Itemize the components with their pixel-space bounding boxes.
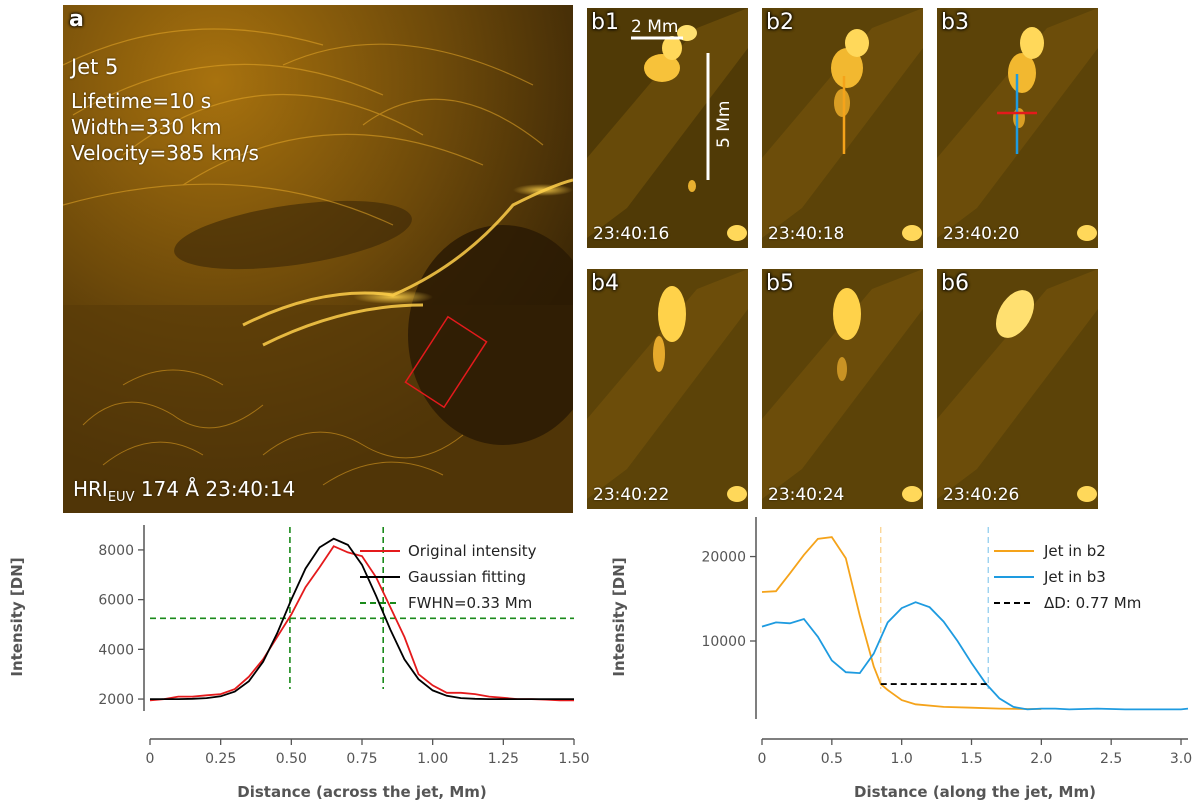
thumb-b5: b5 23:40:24 [762,269,923,509]
thumb-b3-label: b3 [941,10,969,35]
c2-xtick-label: 0.5 [821,751,843,767]
velocity-text: Velocity=385 km/s [71,141,259,165]
c2-xtick-label: 2.5 [1100,751,1122,767]
c1-xtick-label: 0.75 [346,751,377,767]
thumb-b4-image [587,269,748,509]
panel-a-image: a Jet 5 Lifetime=10 s Width=330 km Veloc… [63,5,573,513]
c2-series-0-line [761,536,1042,710]
chart2-y-label: Intensity [DN] [610,557,628,676]
c1-xtick-label: 0.25 [205,751,236,767]
thumb-b1-label: b1 [591,10,619,35]
c1-xtick-label: 1.50 [558,751,589,767]
c2-series-1-line [761,601,1189,711]
region-box [404,315,488,409]
legend-label-b2: Jet in b2 [1043,542,1106,560]
thumb-b3-time: 23:40:20 [943,224,1020,244]
chart-across-jet: 2000 4000 6000 8000 0 0.25 0.50 0.75 1.00 1.25 1.5… [8,525,590,801]
legend-label-original: Original intensity [408,542,537,560]
c2-xtick-label: 1.0 [891,751,913,767]
solar-corona-image [63,5,573,513]
c1-series-0-line [149,545,574,702]
c1-xtick-label: 1.00 [417,751,448,767]
thumb-b5-image [762,269,923,509]
instrument-name: HRI [73,477,108,501]
thumb-b1: 2 Mm 5 Mm b1 23:40:16 [587,8,748,248]
thumb-b4-time: 23:40:22 [593,485,670,505]
thumb-b1-image: 2 Mm 5 Mm [587,8,748,248]
c1-ytick-label: 2000 [98,692,134,708]
thumb-b4-label: b4 [591,271,619,296]
legend-label-delta: ΔD: 0.77 Mm [1044,594,1141,612]
c2-xtick-label: 1.5 [960,751,982,767]
thumb-b2-time: 23:40:18 [768,224,845,244]
c1-ytick-label: 8000 [98,543,134,559]
c1-ytick-label: 6000 [98,593,134,609]
legend-label-b3: Jet in b3 [1043,568,1106,586]
legend-label-fwhm: FWHN=0.33 Mm [408,594,532,612]
lifetime-text: Lifetime=10 s [71,89,212,113]
c1-xtick-label: 0 [146,751,155,767]
thumb-b2-label: b2 [766,10,794,35]
scalebar-vertical-label: 5 Mm [714,101,734,148]
thumb-b2: b2 23:40:18 [762,8,923,248]
c1-series-1-line [150,537,574,701]
thumb-b5-label: b5 [766,271,794,296]
thumb-b3-image [937,8,1098,248]
jet-title: Jet 5 [71,55,119,79]
c1-ytick-label: 4000 [98,642,134,658]
thumb-b6-image [937,269,1098,509]
thumb-b2-image [762,8,923,248]
legend-label-gaussian: Gaussian fitting [408,568,526,586]
c2-ytick-label: 20000 [701,550,746,566]
instrument-caption: HRIEUV 174 Å 23:40:14 [73,477,295,505]
scalebar-horizontal-label: 2 Mm [631,17,678,37]
chart2-x-label: Distance (along the jet, Mm) [854,783,1096,801]
chart2-legend: Jet in b2 Jet in b3 ΔD: 0.77 Mm [994,542,1141,612]
thumb-b6: b6 23:40:26 [937,269,1098,509]
chart-along-jet: 10000 20000 0 0.5 1.0 1.5 2.0 2.5 3.0 Distance (… [610,517,1192,801]
instrument-time: 174 Å 23:40:14 [134,477,296,501]
instrument-subscript: EUV [107,490,135,505]
c2-xtick-label: 3.0 [1170,751,1192,767]
chart1-y-label: Intensity [DN] [8,557,26,676]
panel-a-label: a [69,7,84,32]
thumb-b4: b4 23:40:22 [587,269,748,509]
thumb-b3: b3 23:40:20 [937,8,1098,248]
width-text: Width=330 km [71,115,222,139]
c1-xtick-label: 0.50 [276,751,307,767]
c2-xtick-label: 2.0 [1030,751,1052,767]
chart1-legend: Original intensity Gaussian fitting FWHN… [360,542,537,612]
c2-xtick-label: 0 [758,751,767,767]
thumb-b6-label: b6 [941,271,969,296]
chart1-x-label: Distance (across the jet, Mm) [237,783,487,801]
c1-xtick-label: 1.25 [488,751,519,767]
thumb-b6-time: 23:40:26 [943,485,1020,505]
thumb-b5-time: 23:40:24 [768,485,845,505]
c2-ytick-label: 10000 [701,634,746,650]
thumb-b1-time: 23:40:16 [593,224,670,244]
